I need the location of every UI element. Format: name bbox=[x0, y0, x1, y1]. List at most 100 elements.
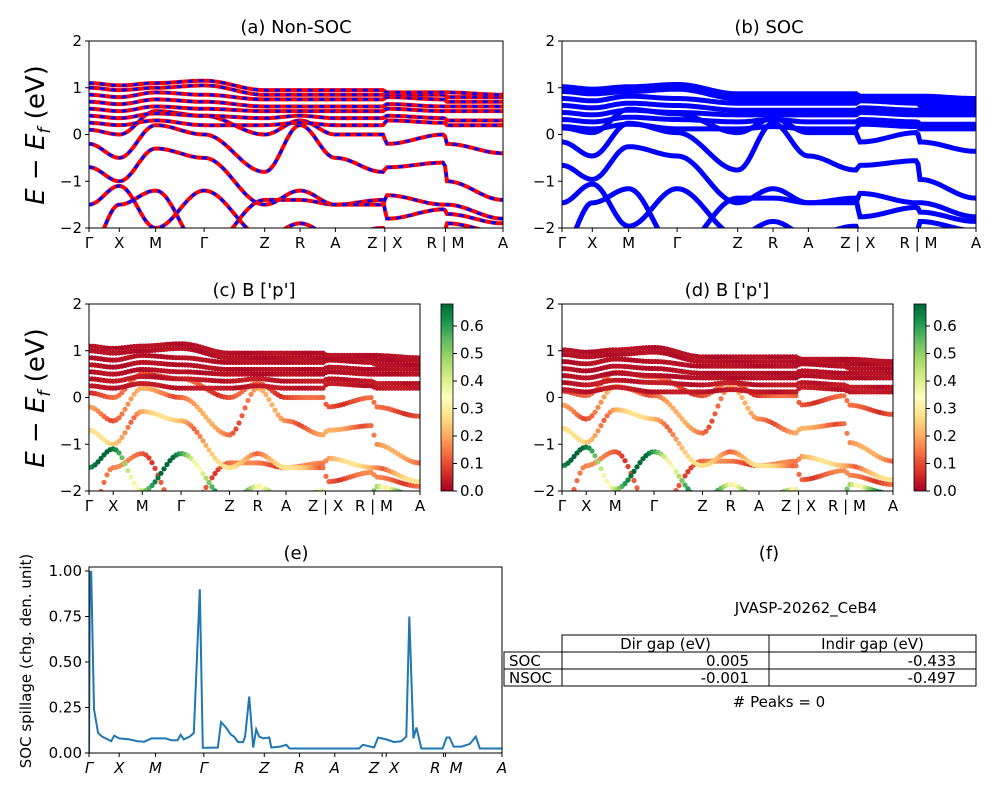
band-point bbox=[640, 499, 645, 504]
x-tick-label: R bbox=[768, 234, 778, 252]
y-tick-label: 0 bbox=[72, 126, 82, 144]
band-point bbox=[152, 479, 158, 485]
plot-area bbox=[562, 344, 893, 504]
band-point bbox=[589, 448, 595, 454]
band-point bbox=[299, 494, 304, 499]
band-point bbox=[122, 461, 128, 467]
band-point bbox=[323, 473, 329, 479]
x-tick-label: X bbox=[108, 497, 118, 515]
band-point bbox=[131, 480, 137, 486]
plot-area bbox=[89, 571, 502, 753]
table-footer: # Peaks = 0 bbox=[733, 693, 825, 711]
band-point bbox=[203, 484, 209, 490]
x-tick-label: Γ bbox=[177, 497, 186, 515]
band-point bbox=[158, 470, 164, 476]
band-point bbox=[739, 394, 745, 401]
y-tick-label: −1 bbox=[533, 435, 555, 453]
title-c: (c) B ['p'] bbox=[212, 280, 295, 301]
colorbar-tick-label: 0.0 bbox=[933, 482, 957, 500]
band-point bbox=[889, 365, 893, 372]
band-point bbox=[320, 394, 326, 401]
band-point bbox=[628, 473, 634, 479]
band-point bbox=[398, 489, 404, 491]
band-point bbox=[161, 466, 167, 472]
band-point bbox=[625, 463, 631, 470]
band-point bbox=[203, 414, 209, 420]
band-point bbox=[598, 466, 604, 472]
x-tick-label: A bbox=[888, 497, 899, 515]
band-point bbox=[676, 473, 682, 479]
band-point bbox=[577, 470, 583, 476]
y-tick-label: 0 bbox=[72, 389, 82, 407]
band-point bbox=[119, 390, 125, 396]
band-point bbox=[209, 484, 215, 490]
band-point bbox=[595, 404, 601, 410]
band-point bbox=[676, 440, 682, 447]
band-point bbox=[688, 489, 694, 491]
band-point bbox=[98, 488, 104, 491]
axes-frame bbox=[561, 303, 894, 492]
band-point bbox=[793, 389, 799, 395]
band-point bbox=[682, 482, 688, 488]
y-tick-label: −2 bbox=[60, 219, 82, 237]
y-tick-label: 2 bbox=[72, 32, 82, 50]
band-point bbox=[568, 496, 573, 501]
band-point bbox=[775, 491, 780, 496]
x-tick-label: Z bbox=[258, 759, 270, 777]
y-tick-label: 0.75 bbox=[49, 608, 82, 626]
band-point bbox=[793, 393, 799, 399]
band-point bbox=[673, 409, 679, 415]
x-tick-label: Γ bbox=[558, 234, 567, 252]
band-point bbox=[889, 375, 893, 381]
y-tick-label: 0.00 bbox=[49, 744, 82, 762]
band-point bbox=[194, 429, 200, 435]
band-point bbox=[886, 491, 891, 496]
band-point bbox=[670, 464, 676, 470]
band-point bbox=[197, 495, 202, 500]
band-point bbox=[164, 461, 170, 468]
band-line bbox=[562, 144, 976, 220]
band-point bbox=[769, 493, 774, 498]
band-point bbox=[122, 430, 128, 436]
band-point bbox=[416, 362, 420, 368]
band-point bbox=[416, 371, 420, 377]
x-tick-label: A bbox=[754, 497, 765, 515]
colorbar-tick-label: 0.2 bbox=[460, 427, 484, 445]
band-point bbox=[185, 509, 190, 514]
band-point bbox=[272, 493, 277, 498]
plot-area bbox=[562, 82, 976, 228]
y-tick-label: 0 bbox=[545, 389, 555, 407]
band-point bbox=[637, 492, 642, 497]
x-tick-label: A bbox=[415, 497, 426, 515]
band-point bbox=[194, 499, 199, 504]
band-point bbox=[673, 469, 679, 475]
band-point bbox=[206, 480, 212, 486]
band-point bbox=[622, 458, 628, 464]
band-point bbox=[296, 495, 301, 500]
band-line bbox=[562, 114, 976, 127]
table-value: -0.497 bbox=[908, 669, 956, 687]
y-tick-label: 2 bbox=[545, 32, 555, 50]
band-point bbox=[239, 492, 244, 497]
y-tick-label: −2 bbox=[533, 219, 555, 237]
band-point bbox=[368, 395, 374, 401]
band-point bbox=[619, 453, 625, 459]
band-point bbox=[218, 494, 223, 499]
band-point bbox=[239, 413, 245, 419]
band-point bbox=[715, 403, 721, 409]
band-point bbox=[197, 407, 203, 413]
band-point bbox=[194, 404, 200, 410]
band-point bbox=[571, 486, 577, 491]
band-point bbox=[209, 451, 215, 457]
band-line-dashed bbox=[89, 105, 503, 113]
band-point bbox=[404, 491, 409, 496]
colorbar-tick-label: 0.4 bbox=[460, 372, 484, 390]
colorbar bbox=[913, 303, 927, 492]
band-point bbox=[167, 500, 172, 505]
band-point bbox=[625, 477, 631, 483]
band-point bbox=[95, 459, 101, 465]
colorbar-tick-label: 0.5 bbox=[933, 345, 957, 363]
y-tick-label: 0.25 bbox=[49, 699, 82, 717]
band-point bbox=[266, 488, 272, 491]
band-point bbox=[152, 465, 158, 471]
